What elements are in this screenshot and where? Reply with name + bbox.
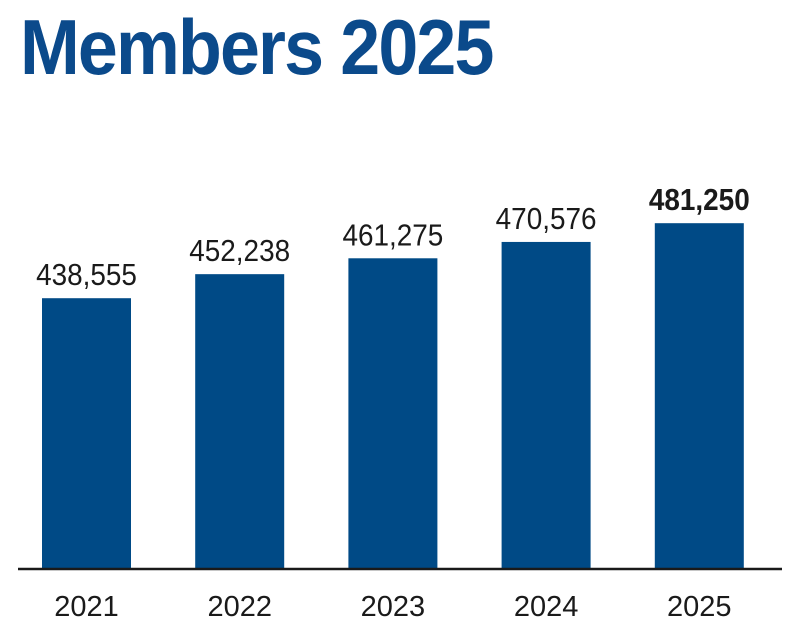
value-label-2024: 470,576 xyxy=(496,202,597,237)
bar-2023 xyxy=(348,258,438,568)
bar-2021 xyxy=(42,298,131,568)
x-tick-label-2022: 2022 xyxy=(207,591,272,623)
x-tick-label-2025: 2025 xyxy=(667,591,732,623)
bar-2022 xyxy=(195,274,285,568)
x-tick-label-2023: 2023 xyxy=(361,591,426,623)
bar-2024 xyxy=(501,241,591,568)
bar-2025 xyxy=(654,223,744,568)
value-label-2025: 481,250 xyxy=(649,183,750,218)
value-label-2022: 452,238 xyxy=(189,234,290,269)
x-tick-label-2024: 2024 xyxy=(514,591,579,623)
chart-title: Members 2025 xyxy=(20,3,494,91)
x-tick-label-2021: 2021 xyxy=(54,591,119,623)
value-label-2021: 438,555 xyxy=(36,258,137,293)
value-label-2023: 461,275 xyxy=(342,218,443,253)
